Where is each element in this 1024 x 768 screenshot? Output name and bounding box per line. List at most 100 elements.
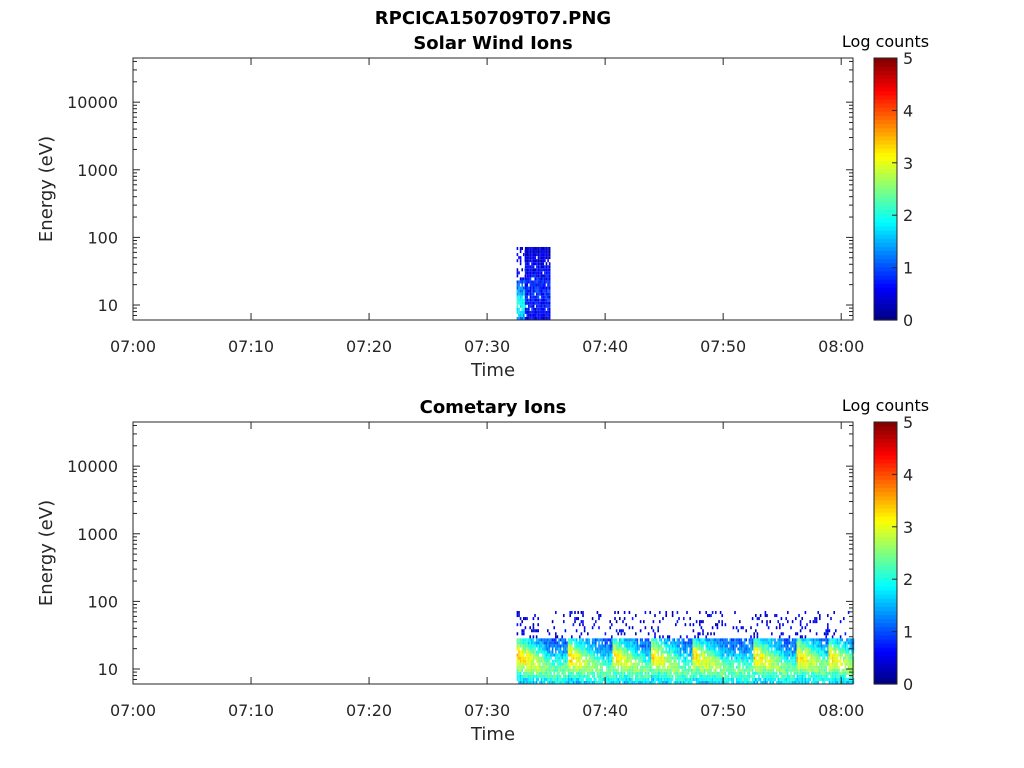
heatmap-cell (700, 668, 703, 672)
heatmap-cell (727, 677, 730, 681)
heatmap-cell (516, 632, 519, 636)
heatmap-cell (572, 662, 575, 666)
heatmap-cell (759, 641, 762, 645)
heatmap-cell (537, 623, 540, 627)
heatmap-cell (708, 647, 711, 651)
heatmap-cell (700, 665, 703, 669)
heatmap-cell (833, 668, 836, 672)
heatmap-cell (771, 632, 773, 636)
heatmap-cell (795, 677, 797, 681)
heatmap-cell (543, 644, 546, 648)
heatmap-cell (699, 662, 701, 666)
heatmap-cell (817, 659, 820, 663)
heatmap-cell (545, 295, 548, 299)
heatmap-cell (780, 653, 783, 657)
heatmap-cell (655, 638, 658, 642)
heatmap-cell (659, 610, 661, 615)
heatmap-cell (743, 680, 746, 684)
heatmap-cell (851, 641, 853, 645)
heatmap-cell (782, 653, 784, 657)
heatmap-cell (774, 650, 776, 654)
heatmap-cell (647, 650, 650, 654)
heatmap-cell (591, 656, 594, 660)
heatmap-cell (639, 629, 642, 633)
heatmap-cell (819, 671, 821, 675)
heatmap-cell (529, 313, 532, 317)
heatmap-cell (788, 647, 791, 651)
heatmap-cell (571, 680, 573, 684)
heatmap-cell (532, 659, 535, 663)
colorbar-segment (874, 242, 897, 247)
heatmap-cell (828, 659, 831, 663)
heatmap-cell (657, 626, 660, 630)
heatmap-cell (811, 644, 813, 648)
heatmap-cell (769, 674, 772, 678)
heatmap-cell (771, 677, 773, 681)
heatmap-cell (567, 680, 570, 684)
heatmap-cell (529, 671, 532, 675)
heatmap-cell (603, 671, 605, 675)
heatmap-cell (524, 680, 527, 684)
heatmap-cell (579, 662, 581, 666)
heatmap-cell (555, 677, 557, 681)
heatmap-cell (619, 656, 621, 660)
heatmap-cell (846, 659, 848, 663)
colorbar-segment (874, 577, 897, 583)
x-tick-label: 07:00 (110, 337, 156, 356)
heatmap-cell (647, 656, 650, 660)
heatmap-cell (619, 653, 621, 657)
heatmap-cell (544, 250, 546, 254)
heatmap-cell (563, 677, 565, 681)
heatmap-cell (544, 310, 546, 314)
heatmap-cell (531, 653, 533, 657)
heatmap-cell (529, 271, 532, 275)
heatmap-cell (681, 638, 684, 642)
heatmap-cell (635, 653, 637, 657)
heatmap-cell (547, 680, 549, 684)
heatmap-cell (662, 656, 664, 660)
heatmap-cell (528, 246, 530, 251)
heatmap-cell (604, 662, 607, 666)
heatmap-cell (599, 671, 602, 675)
heatmap-cell (622, 650, 624, 654)
heatmap-cell (528, 307, 530, 311)
heatmap-cell (641, 677, 644, 681)
heatmap-cell (526, 301, 529, 305)
heatmap-cell (614, 671, 616, 675)
heatmap-cell (628, 644, 631, 648)
heatmap-cell (836, 644, 839, 648)
heatmap-cell (633, 644, 636, 648)
heatmap-cell (721, 620, 724, 624)
heatmap-cell (548, 286, 551, 290)
heatmap-cell (644, 626, 647, 630)
heatmap-cell (534, 629, 536, 633)
heatmap-cell (641, 644, 644, 648)
heatmap-cell (651, 626, 653, 630)
heatmap-cell (531, 271, 533, 275)
heatmap-cell (639, 668, 642, 672)
heatmap-cell (606, 665, 608, 669)
heatmap-cell (609, 659, 612, 663)
heatmap-cell (681, 677, 684, 681)
heatmap-cell (545, 310, 548, 314)
heatmap-cell (803, 647, 805, 651)
heatmap-cell (518, 289, 520, 293)
heatmap-cell (607, 650, 610, 654)
heatmap-cell (831, 677, 834, 681)
heatmap-cell (564, 653, 567, 657)
heatmap-cell (551, 659, 554, 663)
heatmap-cell (758, 644, 760, 648)
heatmap-cell (523, 253, 525, 257)
heatmap-cell (657, 641, 660, 645)
heatmap-cell (579, 671, 581, 675)
colorbar-segment (874, 589, 897, 595)
heatmap-cell (607, 674, 610, 678)
heatmap-cell (654, 674, 656, 678)
heatmap-cell (604, 638, 607, 642)
heatmap-cell (838, 674, 840, 678)
heatmap-cell (564, 638, 567, 642)
heatmap-cell (790, 671, 792, 675)
heatmap-cell (673, 668, 676, 672)
colorbar-segment (874, 663, 897, 669)
heatmap-cell (731, 647, 733, 651)
